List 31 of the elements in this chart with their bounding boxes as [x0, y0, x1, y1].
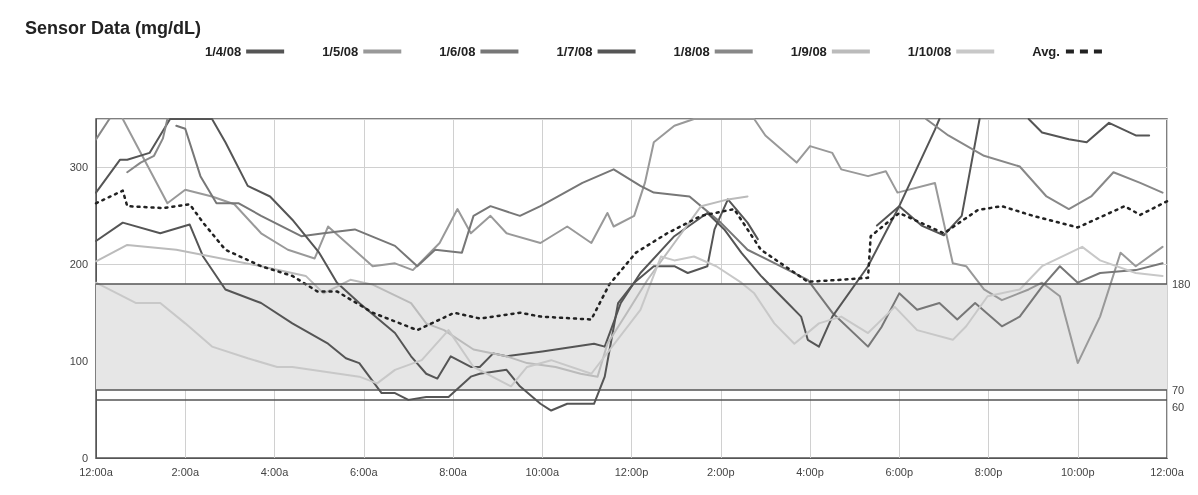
legend-label: 1/5/08 [322, 44, 359, 59]
x-tick-label: 12:00p [614, 465, 649, 478]
x-tick-label: 6:00p [885, 465, 914, 478]
x-tick-label: 12:00a [79, 465, 114, 478]
x-tick-label: 6:00a [349, 465, 379, 478]
y-tick-label: 100 [69, 355, 88, 368]
legend-label: Avg. [1032, 44, 1060, 59]
y-tick-label: 0 [81, 452, 88, 464]
legend-label: 1/9/08 [790, 44, 827, 59]
y-tick-label: 300 [69, 161, 88, 174]
x-tick-label: 2:00p [706, 465, 735, 478]
x-tick-label: 12:00a [1150, 465, 1185, 478]
ref-line-label: 70 [1172, 384, 1185, 397]
x-tick-label: 4:00a [260, 465, 290, 478]
x-tick-label: 4:00p [796, 465, 824, 478]
line-series [95, 195, 749, 378]
legend-label: 1/6/08 [439, 44, 476, 59]
x-tick-label: 2:00a [171, 465, 200, 478]
ref-line-label: 60 [1172, 400, 1185, 413]
legend-label: 1/4/08 [204, 44, 242, 59]
ref-line-label: 180 [1172, 277, 1191, 290]
x-tick-label: 8:00a [439, 465, 468, 478]
x-tick-label: 10:00a [525, 465, 560, 478]
legend-label: 1/7/08 [556, 44, 593, 59]
chart-title: Sensor Data (mg/dL) [25, 18, 202, 38]
line-series [94, 189, 1169, 332]
legend-label: 1/10/08 [907, 44, 952, 59]
y-tick-label: 200 [69, 258, 88, 271]
legend-label: 1/8/08 [673, 44, 710, 59]
x-tick-label: 10:00p [1060, 465, 1095, 478]
x-tick-label: 8:00p [974, 465, 1003, 478]
